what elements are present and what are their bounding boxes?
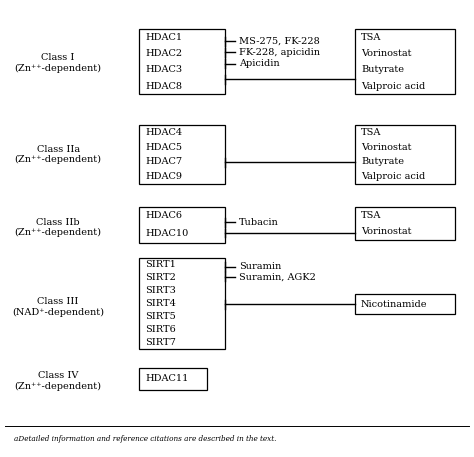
Text: FK-228, apicidin: FK-228, apicidin: [239, 48, 320, 57]
Bar: [139, 126, 226, 184]
Text: HDAC5: HDAC5: [145, 143, 182, 152]
Text: HDAC8: HDAC8: [145, 81, 182, 90]
Text: Class III
(NAD⁺-dependent): Class III (NAD⁺-dependent): [12, 297, 104, 317]
Text: MS-275, FK-228: MS-275, FK-228: [239, 37, 320, 46]
Bar: [139, 368, 207, 390]
Bar: [139, 207, 226, 243]
Text: SIRT6: SIRT6: [145, 325, 176, 334]
Text: SIRT3: SIRT3: [145, 286, 176, 295]
Bar: [356, 126, 456, 184]
Text: HDAC7: HDAC7: [145, 157, 182, 166]
Text: Vorinostat: Vorinostat: [361, 49, 411, 58]
Bar: [356, 29, 456, 94]
Text: HDAC3: HDAC3: [145, 65, 182, 74]
Text: TSA: TSA: [361, 211, 382, 220]
Text: HDAC1: HDAC1: [145, 33, 182, 42]
Text: Tubacin: Tubacin: [239, 218, 279, 227]
Text: aDetailed information and reference citations are described in the text.: aDetailed information and reference cita…: [14, 435, 276, 443]
Text: TSA: TSA: [361, 128, 382, 137]
Text: Valproic acid: Valproic acid: [361, 172, 425, 181]
Text: Apicidin: Apicidin: [239, 59, 280, 68]
Text: Vorinostat: Vorinostat: [361, 143, 411, 152]
Text: HDAC11: HDAC11: [145, 374, 188, 383]
Text: Valproic acid: Valproic acid: [361, 81, 425, 90]
Text: SIRT4: SIRT4: [145, 299, 176, 308]
Text: SIRT1: SIRT1: [145, 260, 176, 269]
Text: Nicotinamide: Nicotinamide: [361, 300, 428, 308]
Bar: [356, 207, 456, 240]
Bar: [356, 294, 456, 314]
Text: HDAC4: HDAC4: [145, 128, 182, 137]
Text: Class IV
(Zn⁺⁺-dependent): Class IV (Zn⁺⁺-dependent): [15, 371, 101, 391]
Bar: [139, 29, 226, 94]
Text: HDAC10: HDAC10: [145, 229, 188, 239]
Text: SIRT7: SIRT7: [145, 338, 176, 347]
Text: SIRT2: SIRT2: [145, 273, 176, 282]
Text: Class IIb
(Zn⁺⁺-dependent): Class IIb (Zn⁺⁺-dependent): [15, 218, 101, 237]
Bar: [139, 258, 226, 350]
Text: Butyrate: Butyrate: [361, 65, 404, 74]
Text: Class I
(Zn⁺⁺-dependent): Class I (Zn⁺⁺-dependent): [15, 53, 101, 73]
Text: Vorinostat: Vorinostat: [361, 228, 411, 236]
Text: Suramin, AGK2: Suramin, AGK2: [239, 272, 316, 282]
Text: Butyrate: Butyrate: [361, 157, 404, 166]
Text: Suramin: Suramin: [239, 262, 282, 271]
Text: HDAC6: HDAC6: [145, 212, 182, 220]
Text: Class IIa
(Zn⁺⁺-dependent): Class IIa (Zn⁺⁺-dependent): [15, 145, 101, 165]
Text: HDAC2: HDAC2: [145, 49, 182, 58]
Text: HDAC9: HDAC9: [145, 172, 182, 181]
Text: TSA: TSA: [361, 33, 382, 42]
Text: SIRT5: SIRT5: [145, 312, 176, 321]
